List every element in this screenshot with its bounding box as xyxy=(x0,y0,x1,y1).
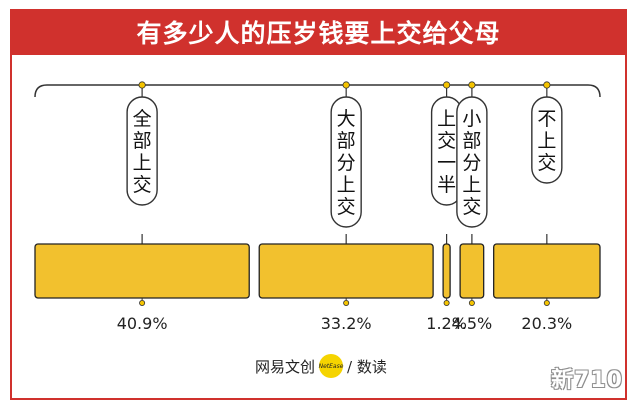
watermark: 新710 xyxy=(551,368,623,393)
bottom-dot xyxy=(343,299,350,306)
category-bubble xyxy=(126,96,158,206)
top-brace xyxy=(34,84,601,98)
value-label: 33.2% xyxy=(321,314,372,333)
brace-dot xyxy=(138,81,146,89)
footer-section: / 数读 xyxy=(347,357,387,376)
bottom-dot xyxy=(543,299,550,306)
brace-dot xyxy=(468,81,476,89)
netease-badge: NetEase xyxy=(319,354,343,378)
footer-brand: 网易文创 xyxy=(255,357,316,376)
netease-badge-text: NetEase xyxy=(318,362,344,370)
value-label: 1.2% xyxy=(426,314,467,333)
brace-dot xyxy=(342,81,350,89)
category-label: 不上交 xyxy=(537,108,556,174)
category-bubble xyxy=(330,96,362,228)
value-label: 20.3% xyxy=(521,314,572,333)
bar xyxy=(34,243,250,299)
category-bubble xyxy=(531,96,563,184)
category-label: 大部分上交 xyxy=(337,108,356,218)
chart-frame xyxy=(10,55,627,400)
bar xyxy=(442,243,451,299)
bottom-dot xyxy=(443,299,450,306)
brace-dot xyxy=(543,81,551,89)
bottom-dot xyxy=(139,299,146,306)
footer-logo: 网易文创 NetEase / 数读 xyxy=(255,354,387,378)
value-label: 4.5% xyxy=(452,314,493,333)
chart-title: 有多少人的压岁钱要上交给父母 xyxy=(136,19,501,48)
category-label: 全部上交 xyxy=(133,108,152,196)
category-label: 小部分上交 xyxy=(462,108,481,218)
bar xyxy=(459,243,485,299)
bar xyxy=(493,243,601,299)
category-bubble xyxy=(456,96,488,228)
value-label: 40.9% xyxy=(117,314,168,333)
title-bar: 有多少人的压岁钱要上交给父母 xyxy=(10,9,627,55)
bottom-dot xyxy=(468,299,475,306)
category-label: 上交一半 xyxy=(437,108,456,196)
brace-dot xyxy=(443,81,451,89)
bar xyxy=(258,243,434,299)
